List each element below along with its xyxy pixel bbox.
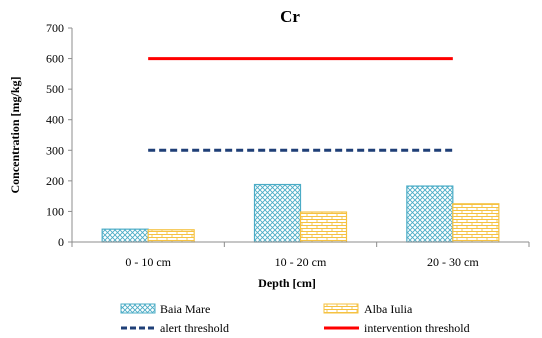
y-axis-ticks: 0 100 200 300 400 500 600 700 [46, 21, 72, 249]
y-tick-label: 100 [46, 204, 64, 218]
legend-swatch-alba-iulia [323, 303, 359, 314]
x-tick-label: 20 - 30 cm [427, 255, 479, 269]
y-axis-title: Concentration [mg/kg] [8, 77, 22, 194]
bar-baia-mare-0-10-cm [101, 228, 149, 243]
legend-label-baia-mare: Baia Mare [160, 302, 210, 316]
y-tick-label: 0 [58, 235, 64, 249]
x-tick-label: 10 - 20 cm [275, 255, 327, 269]
chart-title: Cr [280, 7, 300, 26]
legend-label-intervention: intervention threshold [364, 321, 470, 335]
bar-baia-mare-20-30-cm [406, 185, 454, 243]
bar-alba-iulia-0-10-cm [147, 229, 195, 243]
y-tick-label: 300 [46, 143, 64, 157]
bars [101, 183, 500, 243]
y-tick-label: 500 [46, 82, 64, 96]
bar-alba-iulia-10-20-cm [299, 211, 348, 243]
threshold-lines [148, 57, 453, 152]
x-tick-label: 0 - 10 cm [125, 255, 171, 269]
x-axis-title: Depth [cm] [258, 276, 316, 290]
legend: Baia Mare Alba Iulia alert threshold int… [120, 302, 470, 335]
y-tick-label: 700 [46, 21, 64, 35]
y-tick-label: 400 [46, 113, 64, 127]
y-tick-label: 200 [46, 174, 64, 188]
legend-label-alba-iulia: Alba Iulia [364, 302, 413, 316]
bar-alba-iulia-20-30-cm [452, 203, 500, 243]
legend-swatch-baia-mare [120, 303, 156, 314]
y-tick-label: 600 [46, 52, 64, 66]
bar-baia-mare-10-20-cm [253, 183, 302, 243]
x-axis-ticks: 0 - 10 cm 10 - 20 cm 20 - 30 cm [71, 242, 530, 269]
legend-label-alert: alert threshold [160, 321, 229, 335]
